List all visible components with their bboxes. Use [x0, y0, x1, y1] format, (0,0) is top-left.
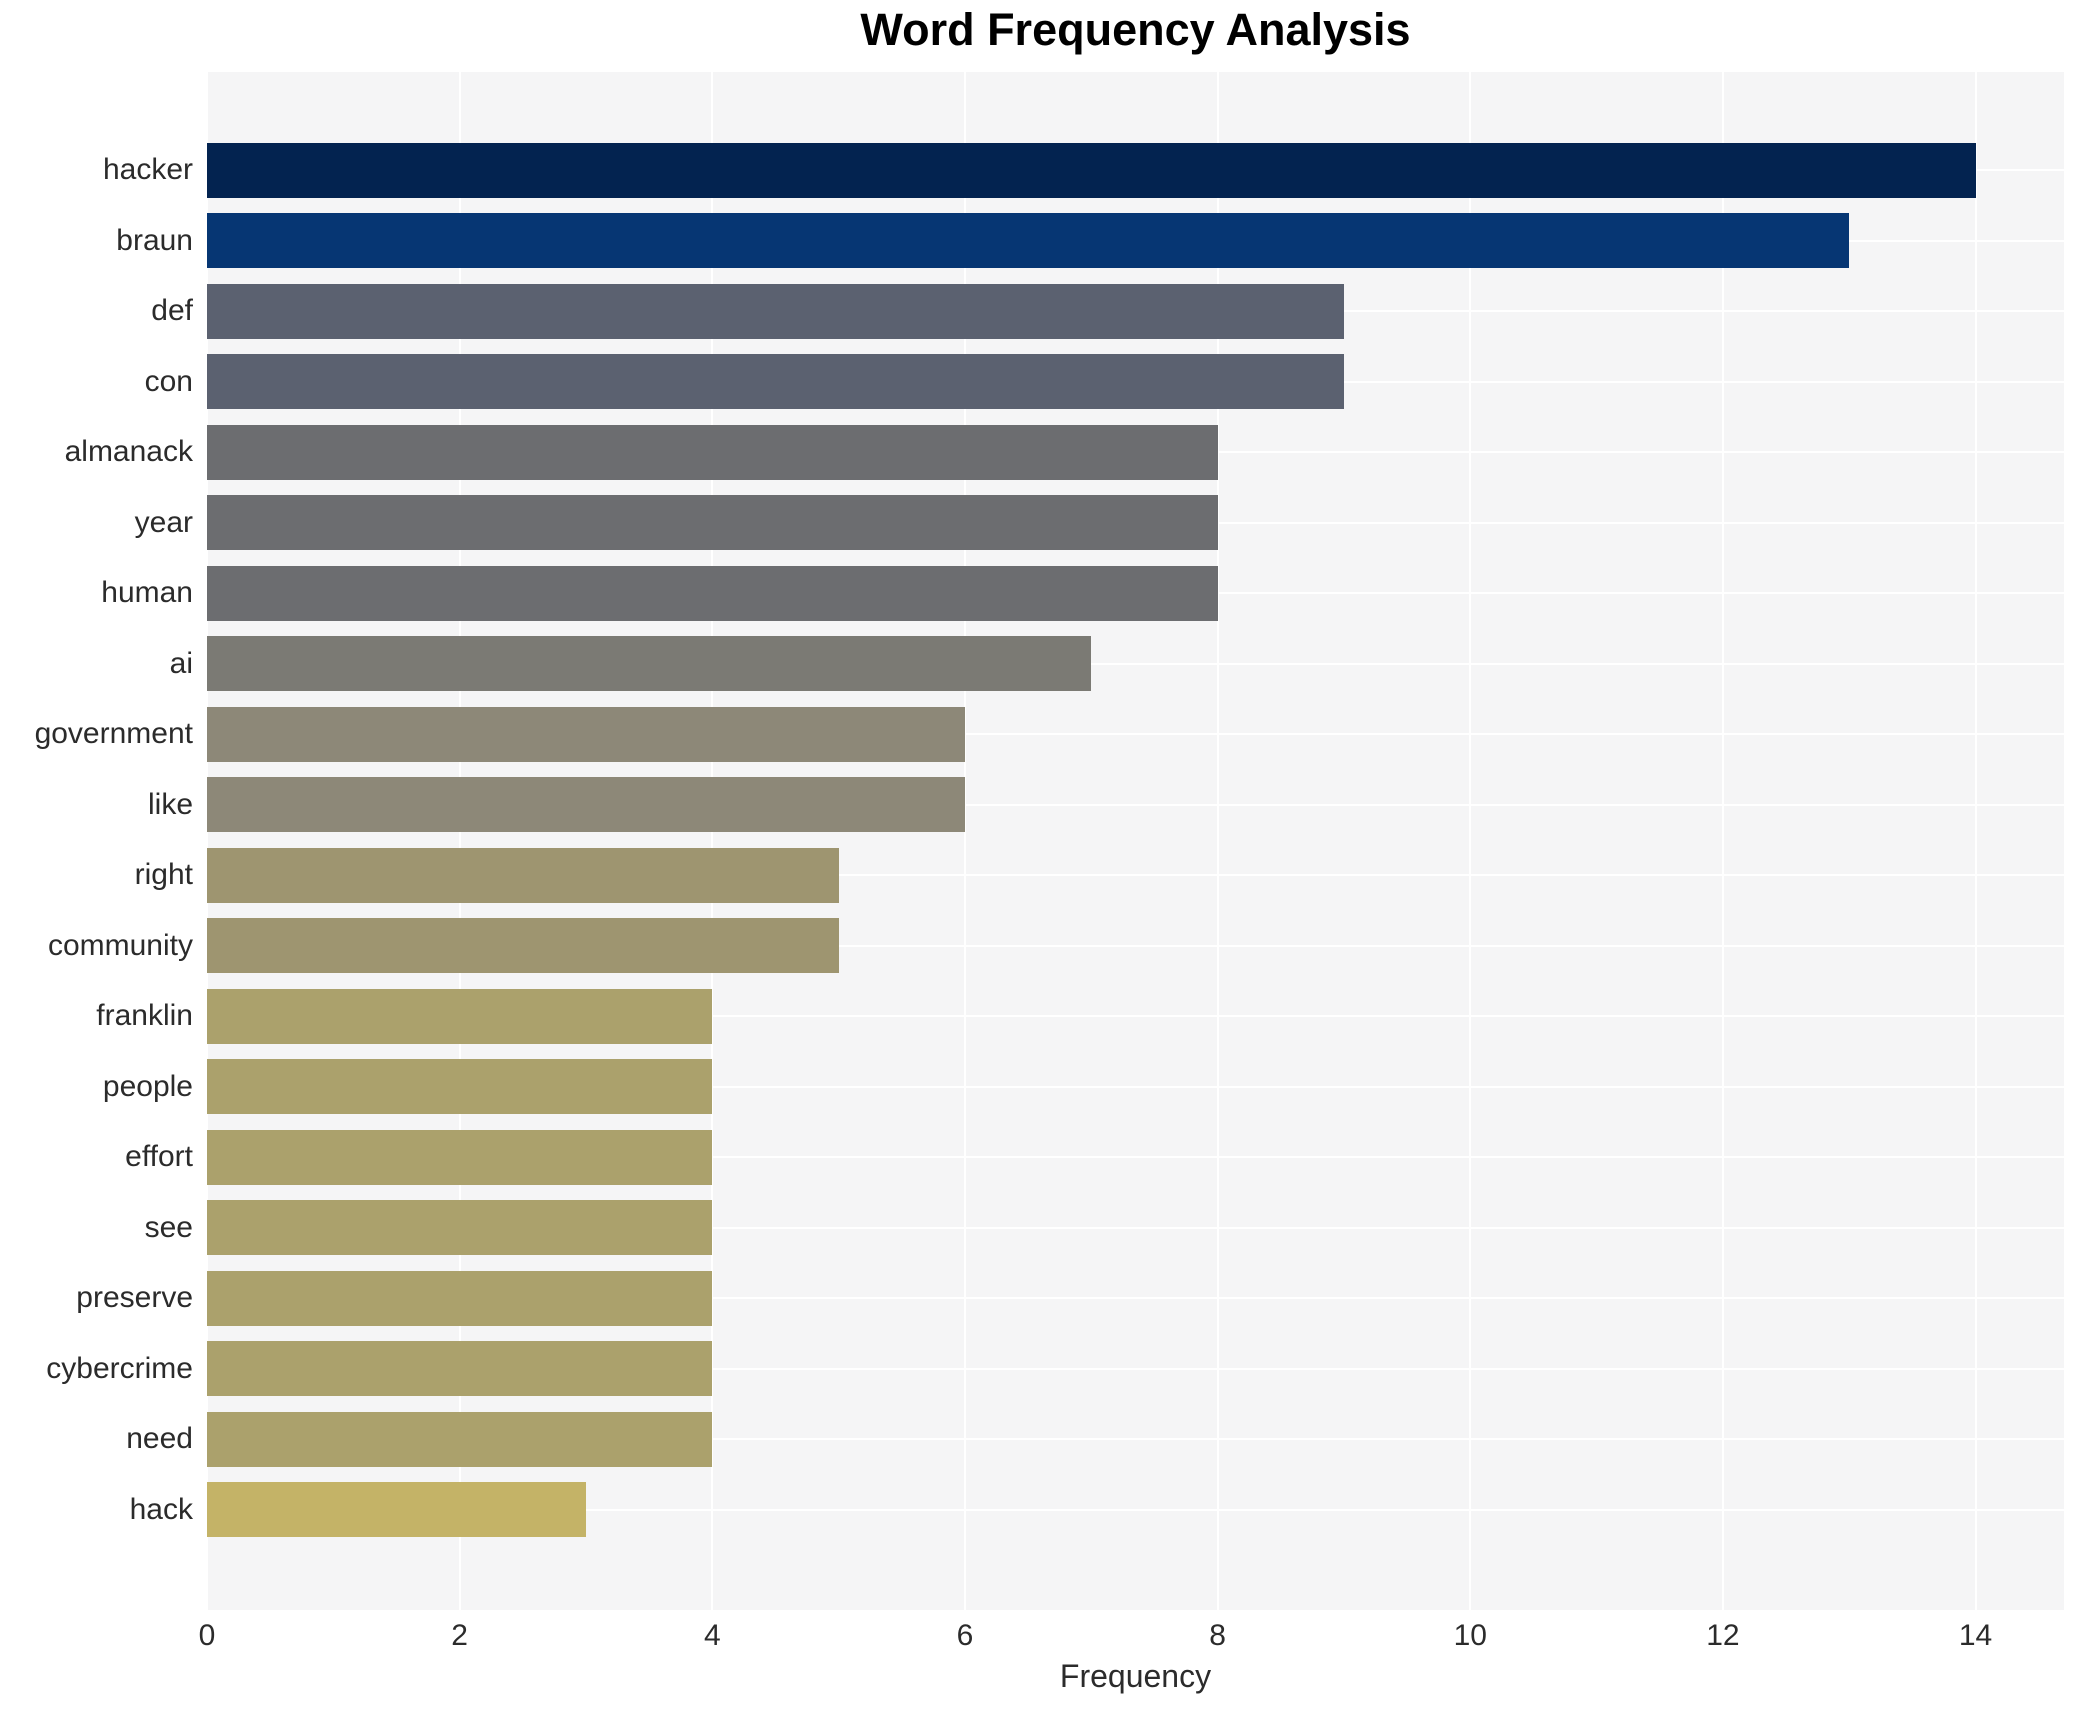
y-tick-label-year: year — [134, 505, 193, 539]
bar-hacker — [207, 142, 1976, 198]
bar-con — [207, 354, 1344, 409]
y-tick-label-like: like — [147, 787, 193, 821]
y-tick-label-con: con — [144, 364, 193, 398]
bar-ai — [207, 636, 1092, 691]
x-gridline-4 — [711, 72, 714, 1610]
bar-like — [207, 777, 965, 832]
x-tick-label-12: 12 — [1706, 1619, 1740, 1652]
y-tick-label-ai: ai — [169, 646, 193, 680]
y-gridline-cybercrime — [207, 1367, 2064, 1370]
chart-title: Word Frequency Analysis — [860, 4, 1411, 55]
bar-franklin — [207, 988, 713, 1044]
bar-preserve — [207, 1270, 713, 1326]
bar-braun — [207, 213, 1850, 268]
bar-government — [207, 706, 965, 762]
x-gridline-6 — [963, 72, 966, 1610]
y-tick-label-human: human — [101, 576, 193, 609]
y-gridline-see — [207, 1226, 2064, 1229]
x-tick-label-6: 6 — [956, 1619, 974, 1652]
y-tick-label-right: right — [134, 858, 193, 891]
x-axis-label: Frequency — [1059, 1658, 1212, 1694]
y-tick-label-def: def — [151, 294, 193, 327]
y-gridline-franklin — [207, 1015, 2064, 1017]
y-gridline-government — [207, 733, 2064, 735]
x-gridline-12 — [1721, 72, 1724, 1610]
x-tick-label-0: 0 — [198, 1619, 216, 1652]
y-tick-label-see: see — [144, 1210, 193, 1244]
y-gridline-effort — [207, 1156, 2064, 1158]
y-tick-label-government: government — [34, 717, 193, 750]
y-tick-label-preserve: preserve — [76, 1281, 193, 1314]
x-tick-label-14: 14 — [1958, 1619, 1993, 1652]
y-tick-label-people: people — [102, 1069, 193, 1103]
x-tick-label-4: 4 — [703, 1619, 721, 1652]
x-gridline-0 — [207, 72, 208, 1610]
y-tick-label-hack: hack — [129, 1492, 193, 1526]
bar-human — [207, 565, 1218, 621]
bar-community — [207, 918, 839, 973]
bar-year — [207, 495, 1218, 550]
x-tick-label-8: 8 — [1209, 1619, 1226, 1652]
y-gridline-right — [207, 874, 2064, 876]
x-tick-label-10: 10 — [1453, 1619, 1487, 1652]
y-gridline-community — [207, 944, 2064, 947]
y-gridline-need — [207, 1438, 2064, 1440]
bar-hack — [207, 1482, 586, 1537]
y-gridline-preserve — [207, 1297, 2064, 1299]
bar-def — [207, 283, 1344, 339]
y-tick-label-franklin: franklin — [96, 999, 193, 1032]
bar-right — [207, 847, 839, 903]
y-tick-label-cybercrime: cybercrime — [46, 1351, 193, 1385]
y-tick-label-need: need — [126, 1422, 193, 1455]
x-gridline-10 — [1469, 72, 1472, 1610]
x-tick-label-2: 2 — [451, 1619, 468, 1652]
y-gridline-like — [207, 803, 2064, 806]
x-gridline-8 — [1216, 72, 1219, 1610]
bar-see — [207, 1200, 713, 1255]
y-gridline-ai — [207, 662, 2064, 665]
y-gridline-people — [207, 1085, 2064, 1088]
plot-area — [207, 72, 2064, 1610]
bar-cybercrime — [207, 1341, 713, 1396]
x-gridline-14 — [1974, 72, 1977, 1610]
y-gridline-hack — [207, 1508, 2064, 1511]
bar-people — [207, 1059, 713, 1114]
x-gridline-2 — [458, 72, 461, 1610]
bar-almanack — [207, 424, 1218, 480]
y-tick-label-community: community — [47, 928, 193, 962]
y-tick-label-almanack: almanack — [64, 435, 193, 468]
bar-need — [207, 1411, 713, 1467]
y-tick-label-braun: braun — [116, 223, 193, 257]
y-tick-label-hacker: hacker — [102, 153, 193, 186]
bar-effort — [207, 1129, 713, 1185]
y-tick-label-effort: effort — [125, 1140, 193, 1173]
